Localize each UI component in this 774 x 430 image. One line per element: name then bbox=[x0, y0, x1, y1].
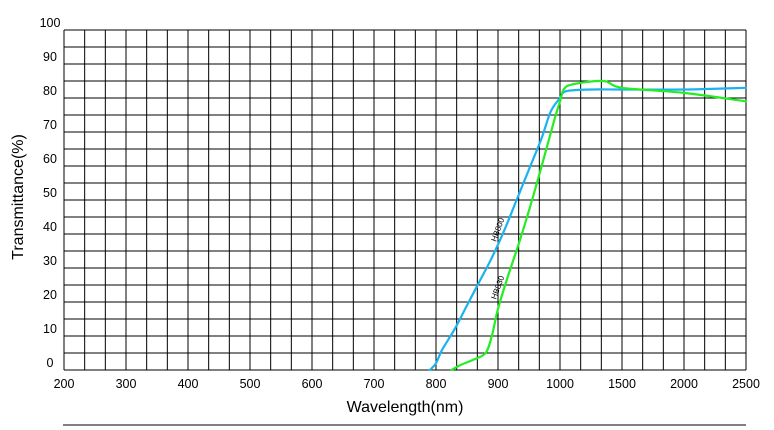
x-axis-tick-labels: 200 300 400 500 600 700 800 900 1000 1500 2000 2500 bbox=[54, 377, 760, 391]
y-axis-tick-labels: 0 10 20 30 40 50 60 70 80 90 100 bbox=[40, 16, 61, 370]
y-tick-label: 60 bbox=[43, 152, 57, 166]
y-tick-label: 50 bbox=[43, 186, 57, 200]
y-tick-label: 40 bbox=[43, 220, 57, 234]
x-tick-label: 1500 bbox=[608, 377, 636, 391]
x-tick-label: 200 bbox=[54, 377, 75, 391]
y-tick-label: 90 bbox=[43, 50, 57, 64]
y-tick-label: 0 bbox=[47, 356, 54, 370]
x-tick-label: 900 bbox=[488, 377, 509, 391]
y-tick-label: 30 bbox=[43, 254, 57, 268]
x-tick-label: 500 bbox=[240, 377, 261, 391]
x-tick-label: 2000 bbox=[670, 377, 698, 391]
y-tick-label: 70 bbox=[43, 118, 57, 132]
series-line-hb830 bbox=[450, 79, 748, 372]
y-tick-label: 80 bbox=[43, 84, 57, 98]
x-tick-label: 300 bbox=[116, 377, 137, 391]
x-tick-label: 1000 bbox=[546, 377, 574, 391]
x-tick-label: 800 bbox=[426, 377, 447, 391]
chart-grid bbox=[63, 29, 747, 371]
x-tick-label: 2500 bbox=[732, 377, 760, 391]
x-tick-label: 400 bbox=[178, 377, 199, 391]
y-tick-label: 20 bbox=[43, 288, 57, 302]
x-tick-label: 600 bbox=[302, 377, 323, 391]
x-axis-title: Wavelength(nm) bbox=[347, 399, 464, 416]
y-tick-label: 10 bbox=[43, 322, 57, 336]
y-axis-title: Transmittance(%) bbox=[10, 134, 27, 260]
x-tick-label: 700 bbox=[364, 377, 385, 391]
series-line-hb800 bbox=[428, 86, 748, 372]
y-tick-label: 100 bbox=[40, 16, 61, 30]
